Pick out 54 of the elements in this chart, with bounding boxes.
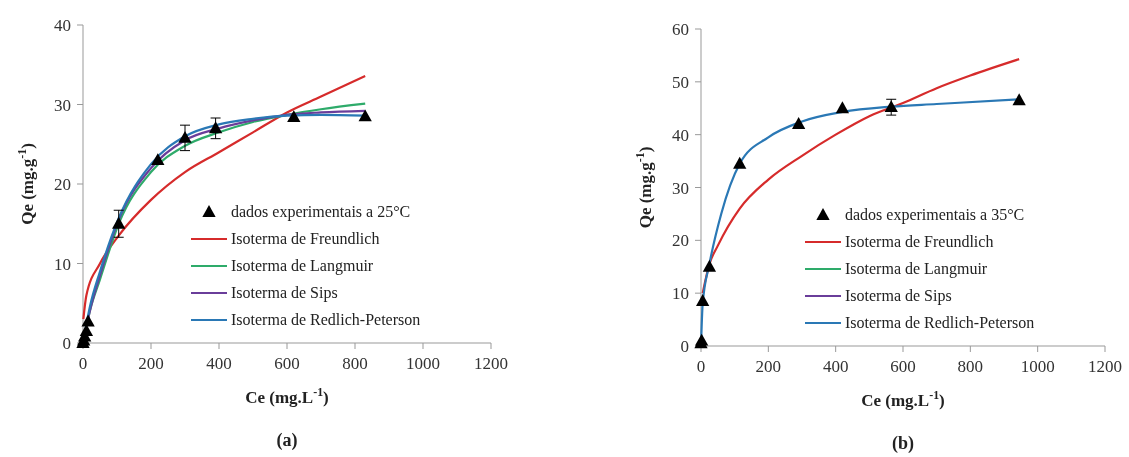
point [112,216,126,229]
legend-label: Isoterma de Redlich-Peterson [231,311,421,328]
text: (a) [276,430,298,451]
x-tick-label: 800 [342,354,368,373]
point [733,156,747,169]
x-tick-label: 1200 [1088,357,1122,376]
legend-label: dados experimentais a 25°C [231,203,411,221]
legend-label: Isoterma de Redlich-Peterson [845,314,1035,331]
x-tick-label: 800 [957,357,984,376]
point [791,117,806,129]
x-tick-label: 200 [755,357,782,376]
point [358,109,372,122]
y-tick-label: 20 [672,231,689,251]
x-axis-title: Ce (mg.L$^{-1}$) [245,385,329,407]
x-tick-label: 600 [890,357,916,376]
legend-label: Isoterma de Sips [845,287,952,305]
y-tick-label: 0 [62,334,71,353]
y-tick-label: 40 [54,16,71,35]
point [79,324,94,336]
x-tick-label: 400 [822,357,849,376]
point [696,294,710,306]
y-tick-label: 20 [54,175,71,194]
point [208,121,223,134]
y-tick-label: 30 [54,95,71,115]
x-tick-label: 200 [138,354,164,373]
text: (b) [892,433,914,454]
y-tick-label: 0 [680,337,689,356]
y-tick-label: 30 [672,178,689,198]
y-tick-label: 10 [672,284,689,304]
legend-label: dados experimentais a 35°C [845,206,1025,224]
y-tick-label: 40 [672,125,689,145]
x-tick-label: 400 [206,354,232,373]
y-tick-label: 60 [672,20,689,39]
point [81,314,95,327]
x-tick-label: 0 [78,354,88,373]
y-tick-label: 10 [54,254,71,274]
x-tick-label: 1000 [1020,357,1055,376]
legend-label: Isoterma de Langmuir [231,257,374,275]
y-tick-label: 50 [672,72,689,92]
x-axis-title: Ce (mg.L$^{-1}$) [861,388,945,410]
legend-label: Isoterma de Sips [231,284,338,302]
legend-label: Isoterma de Freundlich [845,233,994,250]
point [178,130,192,143]
point [287,110,301,123]
legend-label: Isoterma de Langmuir [845,260,988,278]
x-tick-label: 600 [274,354,300,373]
point [151,153,165,166]
point [702,259,717,272]
legend-label: Isoterma de Freundlich [231,230,380,247]
x-tick-label: 0 [696,357,706,376]
x-tick-label: 1000 [406,354,440,373]
point [1012,93,1026,106]
x-tick-label: 1200 [474,354,508,373]
point [835,101,850,114]
